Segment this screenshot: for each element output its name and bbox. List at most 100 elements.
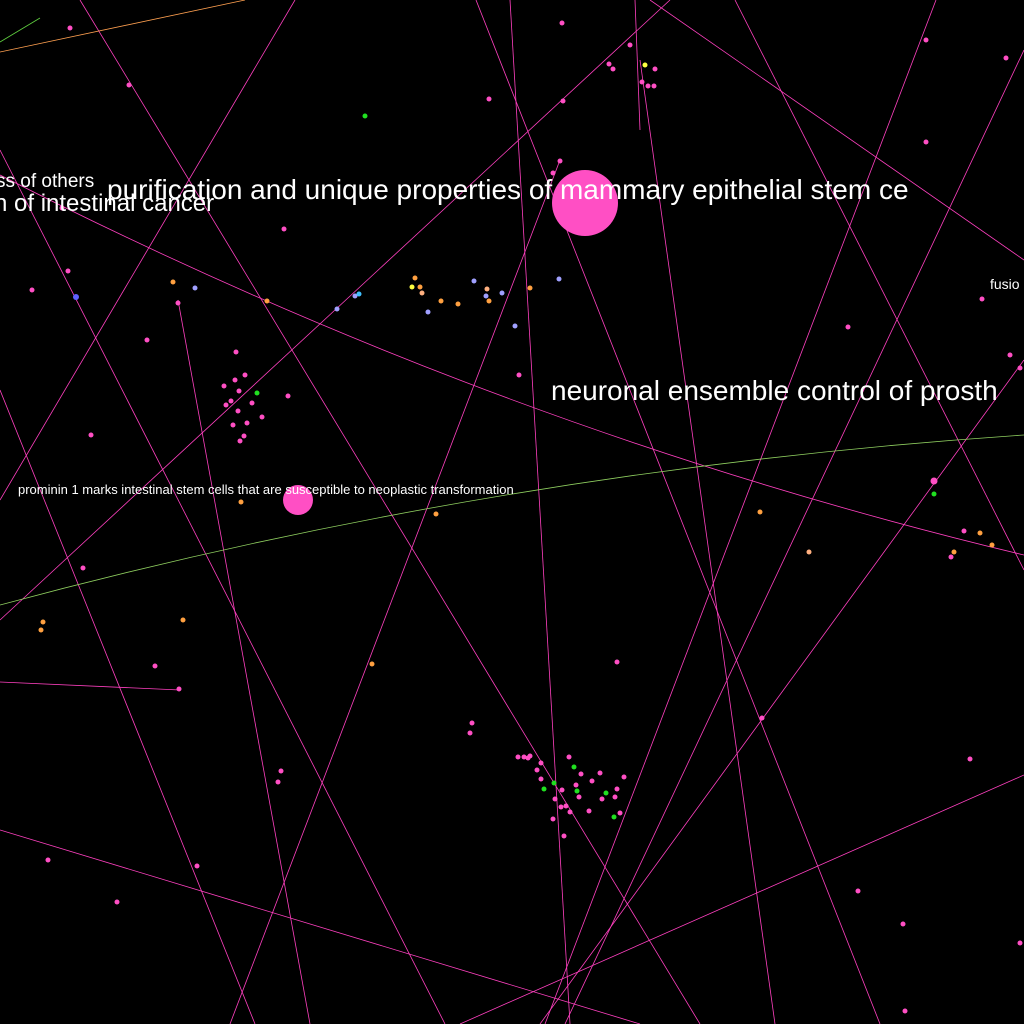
node[interactable] — [241, 433, 247, 439]
node[interactable] — [757, 509, 763, 515]
node[interactable] — [599, 796, 605, 802]
node[interactable] — [900, 921, 906, 927]
node-label-others[interactable]: ss of others — [0, 171, 94, 192]
node[interactable] — [467, 730, 473, 736]
node[interactable] — [923, 139, 929, 145]
node[interactable] — [576, 794, 582, 800]
node[interactable] — [645, 83, 651, 89]
node[interactable] — [170, 279, 176, 285]
node[interactable] — [192, 285, 198, 291]
node-hub-mammary[interactable] — [552, 170, 618, 236]
node[interactable] — [80, 565, 86, 571]
node[interactable] — [611, 814, 617, 820]
node-label-mammary-stem-cells[interactable]: purification and unique properties of ma… — [107, 174, 909, 205]
node[interactable] — [59, 205, 65, 211]
node-hub-prominin[interactable] — [283, 485, 313, 515]
node[interactable] — [278, 768, 284, 774]
node[interactable] — [1007, 352, 1013, 358]
node[interactable] — [1003, 55, 1009, 61]
node[interactable] — [352, 293, 358, 299]
node[interactable] — [566, 754, 572, 760]
node[interactable] — [589, 778, 595, 784]
node[interactable] — [557, 158, 563, 164]
node[interactable] — [550, 170, 556, 176]
node[interactable] — [362, 113, 368, 119]
node[interactable] — [45, 857, 51, 863]
node[interactable] — [469, 720, 475, 726]
node[interactable] — [438, 298, 444, 304]
node[interactable] — [930, 477, 938, 485]
node[interactable] — [233, 349, 239, 355]
node[interactable] — [264, 298, 270, 304]
node[interactable] — [931, 491, 937, 497]
node[interactable] — [614, 659, 620, 665]
node[interactable] — [621, 774, 627, 780]
node[interactable] — [249, 400, 255, 406]
node[interactable] — [433, 511, 439, 517]
node[interactable] — [612, 794, 618, 800]
node[interactable] — [652, 66, 658, 72]
node[interactable] — [499, 290, 505, 296]
node[interactable] — [573, 782, 579, 788]
node[interactable] — [534, 767, 540, 773]
node[interactable] — [552, 796, 558, 802]
node[interactable] — [285, 393, 291, 399]
node[interactable] — [486, 96, 492, 102]
node[interactable] — [180, 617, 186, 623]
node[interactable] — [541, 786, 547, 792]
node[interactable] — [551, 780, 557, 786]
node[interactable] — [65, 268, 71, 274]
node[interactable] — [561, 833, 567, 839]
node[interactable] — [617, 810, 623, 816]
node[interactable] — [961, 528, 967, 534]
node[interactable] — [571, 764, 577, 770]
node[interactable] — [483, 293, 489, 299]
node[interactable] — [627, 42, 633, 48]
node[interactable] — [550, 816, 556, 822]
node[interactable] — [425, 309, 431, 315]
node[interactable] — [237, 438, 243, 444]
node[interactable] — [606, 61, 612, 67]
node[interactable] — [651, 83, 657, 89]
node[interactable] — [977, 530, 983, 536]
node[interactable] — [232, 377, 238, 383]
node[interactable] — [559, 787, 565, 793]
node[interactable] — [639, 79, 645, 85]
node[interactable] — [455, 301, 461, 307]
node[interactable] — [244, 420, 250, 426]
node[interactable] — [559, 20, 565, 26]
node[interactable] — [238, 499, 244, 505]
node[interactable] — [254, 390, 260, 396]
node[interactable] — [512, 323, 518, 329]
node[interactable] — [979, 296, 985, 302]
node[interactable] — [951, 549, 957, 555]
node-label-prominin-1[interactable]: prominin 1 marks intestinal stem cells t… — [18, 482, 514, 497]
node[interactable] — [259, 414, 265, 420]
node[interactable] — [902, 1008, 908, 1014]
node[interactable] — [578, 771, 584, 777]
node[interactable] — [614, 786, 620, 792]
node[interactable] — [223, 402, 229, 408]
node[interactable] — [334, 306, 340, 312]
node[interactable] — [369, 661, 375, 667]
node[interactable] — [228, 398, 234, 404]
node[interactable] — [527, 285, 533, 291]
node[interactable] — [806, 549, 812, 555]
node[interactable] — [556, 276, 562, 282]
node[interactable] — [281, 226, 287, 232]
node[interactable] — [855, 888, 861, 894]
node[interactable] — [471, 278, 477, 284]
node[interactable] — [948, 554, 954, 560]
node[interactable] — [29, 287, 35, 293]
node[interactable] — [114, 899, 120, 905]
node[interactable] — [152, 663, 158, 669]
node[interactable] — [603, 790, 609, 796]
node[interactable] — [527, 753, 533, 759]
node[interactable] — [923, 37, 929, 43]
node[interactable] — [236, 388, 242, 394]
node-label-fusion[interactable]: fusio — [990, 276, 1020, 292]
node[interactable] — [538, 760, 544, 766]
node[interactable] — [419, 290, 425, 296]
node[interactable] — [412, 275, 418, 281]
